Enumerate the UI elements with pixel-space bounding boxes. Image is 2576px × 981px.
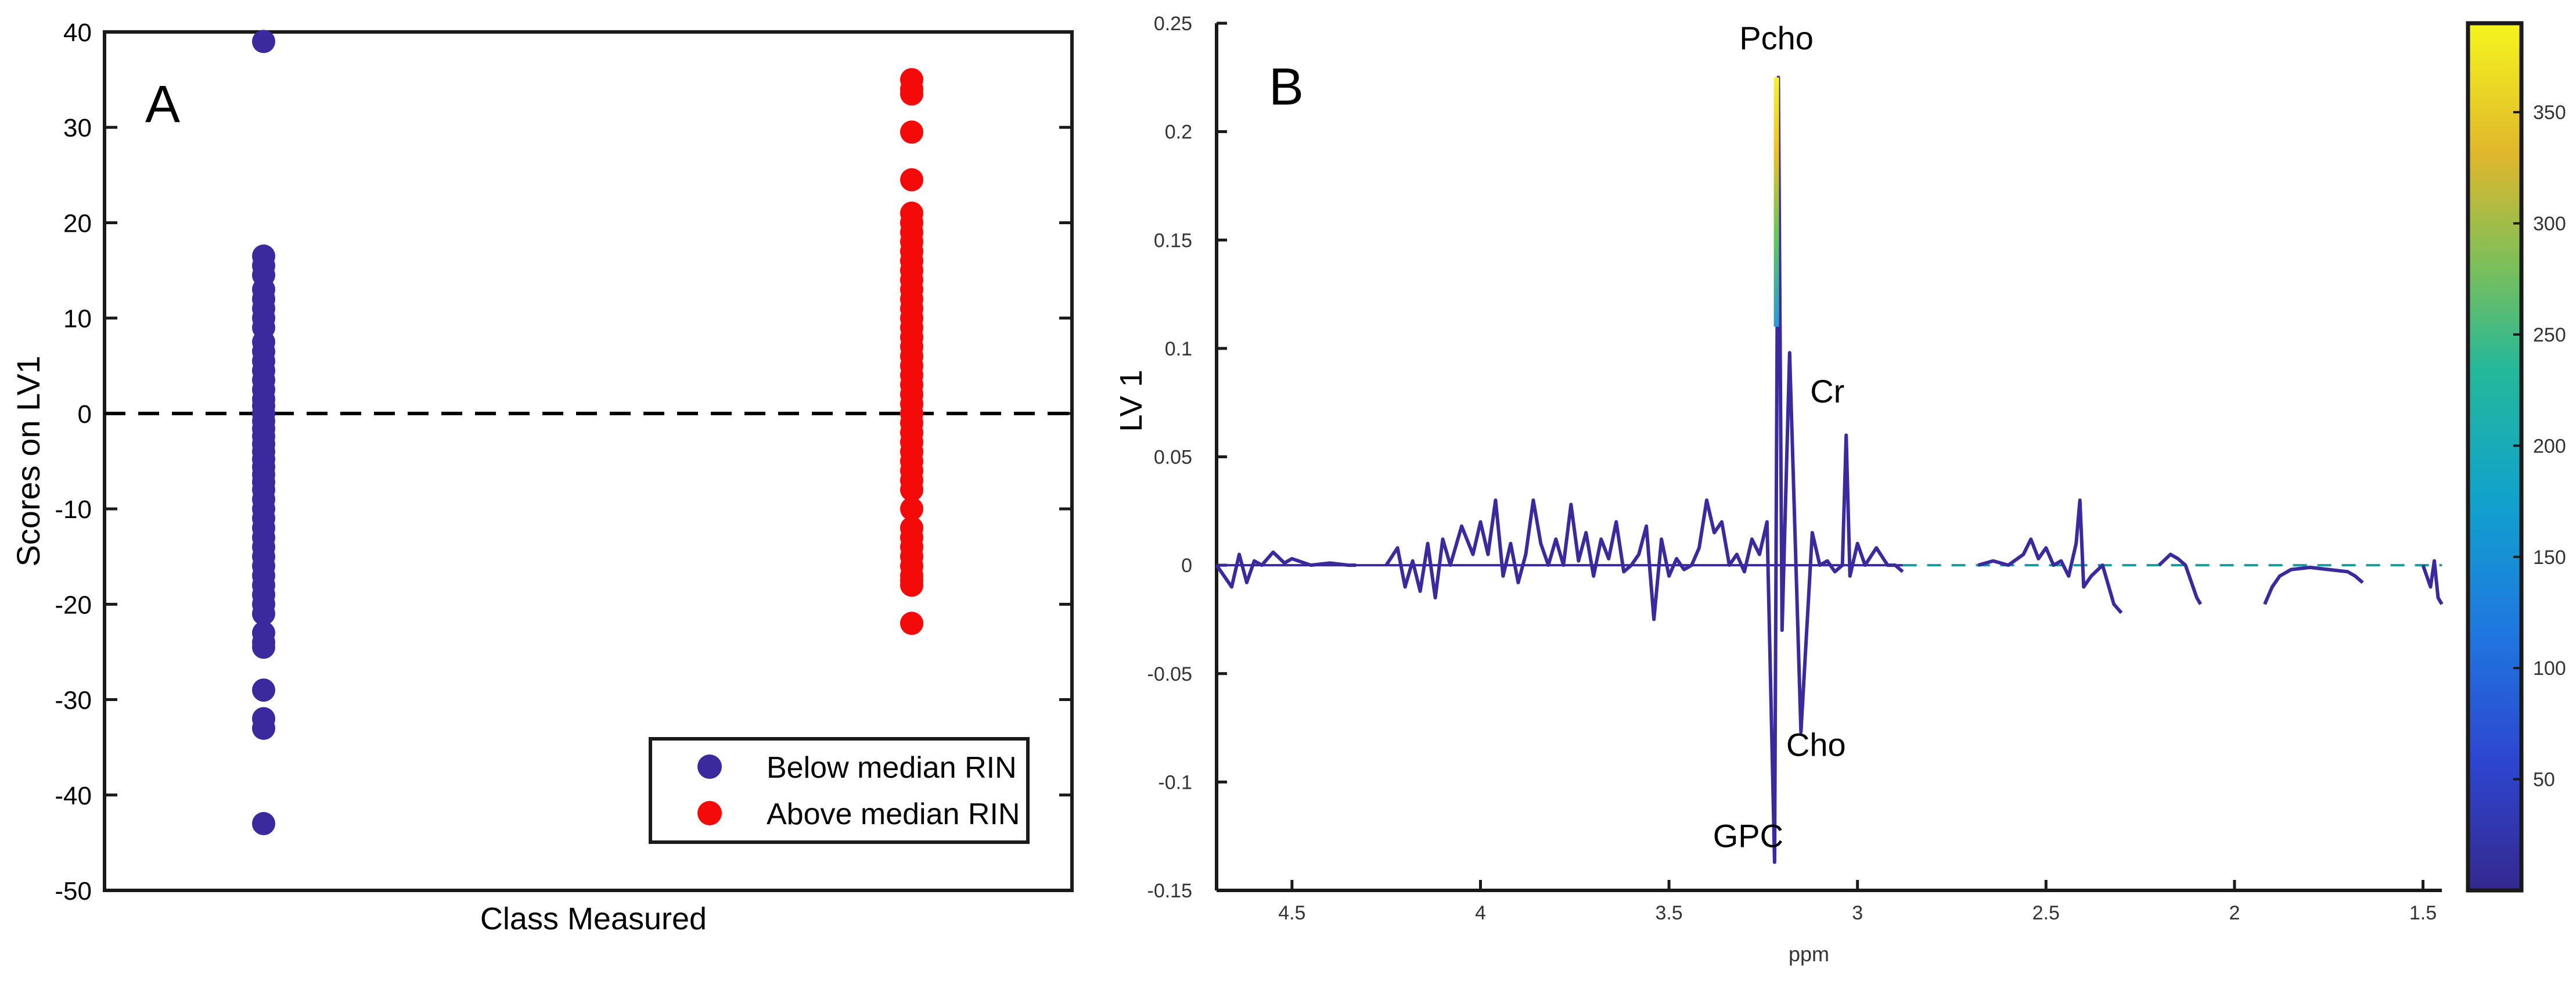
b-y-tick-label-3: 0.1 (1165, 338, 1192, 360)
point-below-43 (252, 635, 275, 659)
y-tick-label-9: -50 (55, 877, 92, 905)
b-y-tick-label-5: 0 (1181, 555, 1192, 577)
legend-marker-below (697, 754, 722, 779)
panel-a-points (252, 30, 923, 836)
b-x-tick-label-6: 1.5 (2409, 902, 2437, 924)
b-x-tick-label-0: 4.5 (1278, 902, 1305, 924)
legend-label-below: Below median RIN (767, 751, 1017, 785)
point-above-35 (900, 497, 923, 521)
colorbar: 350 300 250 200 150 100 50 (2466, 21, 2566, 893)
point-above-44 (900, 612, 923, 635)
b-x-tick-label-3: 3 (1852, 902, 1863, 924)
panel-a: A 40 30 20 10 0 -10 -20 -30 -40 -50 Scores on LV1… (10, 19, 1074, 936)
b-y-tick-label-1: 0.2 (1165, 121, 1192, 143)
panel-b-xlabel: ppm (1789, 942, 1829, 966)
spectrum-segment-5 (2263, 565, 2364, 605)
y-tick-label-3: 10 (63, 305, 92, 333)
panel-b-axis-ticks: 0.25 0.2 0.15 0.1 0.05 0 -0.05 -0.1 -0.15 4.5 4 3.5… (1147, 13, 2437, 924)
panel-a-xlabel: Class Measured (480, 901, 707, 936)
panel-b: B 0.25 0.2 0.15 0.1 0.05 0 -0.05 -0.1 -0.15 4.5 4 3… (1114, 13, 2444, 966)
b-y-tick-label-8: -0.15 (1147, 880, 1193, 902)
point-above-43 (900, 573, 923, 597)
y-tick-label-5: -10 (55, 495, 92, 524)
spectrum-segment-1 (1215, 550, 1357, 589)
y-tick-label-6: -20 (55, 591, 92, 619)
spectrum-segment-6 (2421, 559, 2444, 605)
y-tick-label-2: 20 (63, 209, 92, 238)
b-x-tick-label-5: 2 (2229, 902, 2240, 924)
point-below-47 (252, 812, 275, 836)
colorbar-tick-label-3: 200 (2533, 435, 2566, 457)
point-above-4 (900, 168, 923, 192)
panel-a-axis-ticks: 40 30 20 10 0 -10 -20 -30 -40 -50 (55, 19, 1072, 905)
spectrum-segment-2 (1384, 76, 1904, 864)
colorbar-tick-label-2: 250 (2533, 324, 2566, 346)
b-y-tick-label-7: -0.1 (1158, 771, 1192, 793)
y-tick-label-4: 0 (78, 400, 92, 429)
panel-b-ylabel: LV 1 (1114, 369, 1149, 432)
panel-b-label: B (1269, 58, 1304, 116)
point-below-40 (252, 602, 275, 626)
spectrum-lines (1215, 76, 2444, 864)
spectrum-segment-4 (2158, 552, 2203, 605)
colorbar-gradient (2466, 21, 2524, 893)
b-y-tick-label-0: 0.25 (1154, 13, 1192, 35)
panel-a-label: A (145, 76, 180, 134)
legend: Below median RIN Above median RIN (649, 737, 1030, 844)
annotation-cho: Cho (1786, 727, 1846, 763)
point-below-0 (252, 30, 275, 53)
annotation-cr: Cr (1810, 373, 1844, 409)
annotation-pcho: Pcho (1739, 20, 1814, 56)
colorbar-tick-label-6: 50 (2533, 769, 2555, 791)
spectrum-segment-3 (1977, 498, 2123, 615)
point-below-46 (252, 716, 275, 740)
colorbar-tick-label-4: 150 (2533, 547, 2566, 569)
b-x-tick-label-2: 3.5 (1655, 902, 1682, 924)
y-tick-label-0: 40 (63, 19, 92, 47)
point-above-2 (900, 82, 923, 106)
y-tick-label-8: -40 (55, 782, 92, 810)
colorbar-tick-label-1: 300 (2533, 213, 2566, 235)
y-tick-label-7: -30 (55, 687, 92, 715)
colorbar-tick-label-5: 100 (2533, 657, 2566, 680)
panel-a-ylabel: Scores on LV1 (10, 355, 46, 566)
point-above-34 (900, 478, 923, 502)
b-y-tick-label-6: -0.05 (1147, 663, 1193, 685)
y-tick-label-1: 30 (63, 114, 92, 142)
b-y-tick-label-4: 0.05 (1154, 447, 1192, 469)
b-x-tick-label-1: 4 (1475, 902, 1486, 924)
legend-label-above: Above median RIN (767, 797, 1020, 831)
colorbar-ticks: 350 300 250 200 150 100 50 (2513, 102, 2566, 791)
peak-annotations: Pcho Cr Cho GPC (1713, 20, 1846, 854)
point-above-3 (900, 120, 923, 144)
point-below-44 (252, 678, 275, 702)
b-y-tick-label-2: 0.15 (1154, 229, 1192, 251)
legend-marker-above (697, 801, 722, 825)
colorbar-tick-label-0: 350 (2533, 102, 2566, 124)
b-x-tick-label-4: 2.5 (2032, 902, 2060, 924)
annotation-gpc: GPC (1713, 817, 1783, 854)
